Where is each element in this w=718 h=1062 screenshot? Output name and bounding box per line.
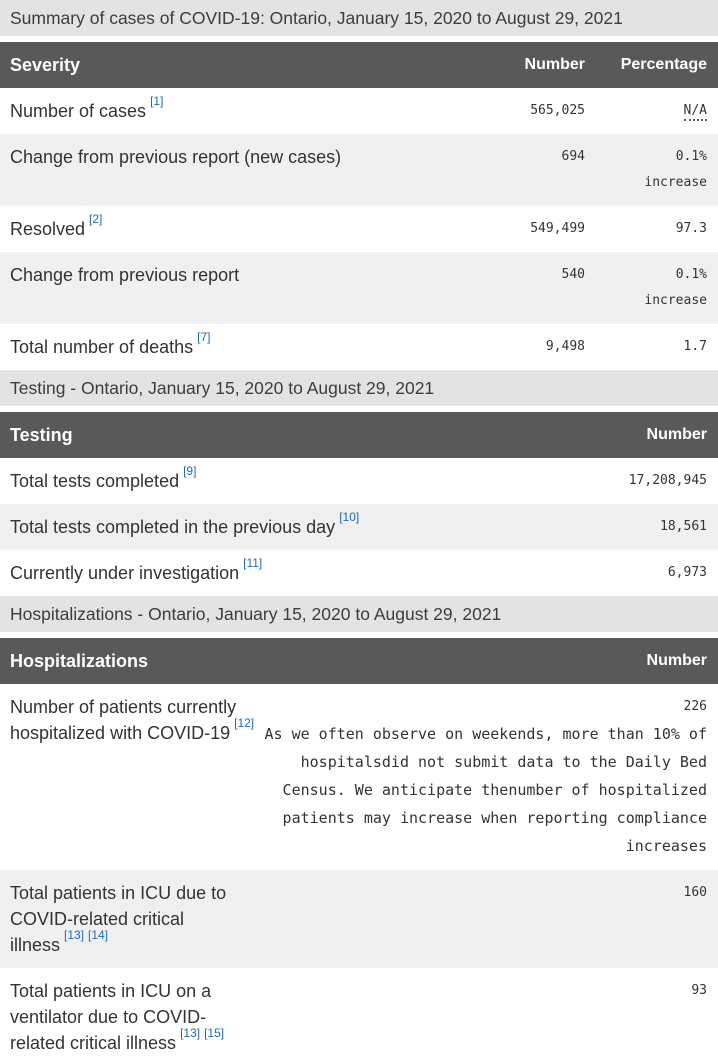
severity-table: Summary of cases of COVID-19: Ontario, J…	[0, 0, 718, 370]
row-percentage: N/A	[585, 98, 707, 124]
row-label: Currently under investigation [11]	[10, 557, 547, 586]
row-number: 17,208,945	[628, 473, 707, 488]
footnote-link[interactable]: [15]	[204, 1026, 225, 1040]
na-abbr[interactable]: N/A	[683, 103, 707, 121]
table-row: Number of patients currently hospitalize…	[0, 684, 718, 870]
row-number: 93	[691, 983, 707, 998]
testing-table: Testing - Ontario, January 15, 2020 to A…	[0, 370, 718, 596]
row-label: Resolved [2]	[10, 213, 480, 242]
row-label: Change from previous report (new cases)	[10, 144, 480, 170]
table-row: Change from previous report 540 0.1% inc…	[0, 252, 718, 324]
footnote-link[interactable]: [1]	[150, 94, 164, 108]
row-number: 694	[561, 149, 585, 164]
row-percentage: 97.3	[675, 221, 707, 236]
table-row: Total patients in ICU due to COVID-relat…	[0, 870, 718, 968]
severity-table-header: Severity Number Percentage	[0, 42, 718, 88]
footnote-link[interactable]: [10]	[339, 510, 360, 524]
row-label: Total tests completed in the previous da…	[10, 511, 547, 540]
row-label-text: Total patients in ICU due to COVID-relat…	[10, 883, 227, 955]
table-row: Total number of deaths [7] 9,498 1.7	[0, 324, 718, 370]
row-number: 6,973	[667, 565, 707, 580]
header-number: Number	[646, 426, 707, 443]
footnote-link[interactable]: [12]	[234, 716, 255, 730]
header-number: Number	[646, 652, 707, 669]
severity-table-caption: Summary of cases of COVID-19: Ontario, J…	[0, 0, 718, 36]
table-row: Total tests completed [9] 17,208,945	[0, 458, 718, 504]
header-testing: Testing	[10, 425, 73, 445]
row-number: 226	[683, 699, 707, 714]
row-number: 9,498	[545, 339, 585, 354]
header-number: Number	[524, 56, 585, 73]
footnote-link[interactable]: [13]	[180, 1026, 201, 1040]
row-label: Total patients in ICU due to COVID-relat…	[10, 880, 260, 958]
row-label-text: Total tests completed	[10, 471, 180, 491]
footnote-link[interactable]: [11]	[243, 556, 263, 570]
table-row: Change from previous report (new cases) …	[0, 134, 718, 206]
row-number: 549,499	[530, 221, 585, 236]
row-label: Total patients in ICU on a ventilator du…	[10, 978, 260, 1056]
row-label-text: Number of patients currently hospitalize…	[10, 697, 237, 743]
row-label-text: Total tests completed in the previous da…	[10, 517, 336, 537]
row-percentage: 0.1% increase	[644, 267, 707, 308]
row-label: Total number of deaths [7]	[10, 331, 480, 360]
row-label-text: Total patients in ICU on a ventilator du…	[10, 981, 212, 1053]
footnote-link[interactable]: [7]	[197, 330, 211, 344]
row-label: Number of cases [1]	[10, 95, 480, 124]
hospitalization-note: As we often observe on weekends, more th…	[264, 725, 707, 855]
row-label-text: Change from previous report	[10, 265, 240, 285]
hospitalizations-table-caption: Hospitalizations - Ontario, January 15, …	[0, 596, 718, 632]
testing-table-header: Testing Number	[0, 412, 718, 458]
row-label-text: Currently under investigation	[10, 563, 240, 583]
hospitalizations-table-header: Hospitalizations Number	[0, 638, 718, 684]
header-severity: Severity	[10, 55, 81, 75]
footnote-link[interactable]: [13]	[64, 928, 85, 942]
row-number-cell: 226 As we often observe on weekends, mor…	[260, 694, 707, 860]
table-row: Resolved [2] 549,499 97.3	[0, 206, 718, 252]
row-label-text: Number of cases	[10, 101, 147, 121]
row-label-text: Resolved	[10, 219, 86, 239]
footnote-link[interactable]: [2]	[89, 212, 103, 226]
row-number: 160	[683, 885, 707, 900]
header-percentage: Percentage	[620, 56, 707, 73]
row-percentage: 1.7	[683, 339, 707, 354]
row-label: Change from previous report	[10, 262, 480, 288]
table-row: Total tests completed in the previous da…	[0, 504, 718, 550]
row-number: 18,561	[660, 519, 707, 534]
table-row: Number of cases [1] 565,025 N/A	[0, 88, 718, 134]
footnote-link[interactable]: [14]	[88, 928, 109, 942]
hospitalizations-table: Hospitalizations - Ontario, January 15, …	[0, 596, 718, 1062]
table-row: Total patients in ICU on a ventilator du…	[0, 968, 718, 1062]
row-number: 565,025	[530, 103, 585, 118]
testing-table-caption: Testing - Ontario, January 15, 2020 to A…	[0, 370, 718, 406]
header-hospitalizations: Hospitalizations	[10, 651, 149, 671]
row-label: Total tests completed [9]	[10, 465, 547, 494]
row-label-text: Total number of deaths	[10, 337, 194, 357]
footnote-link[interactable]: [9]	[183, 464, 197, 478]
row-number: 540	[561, 267, 585, 282]
row-percentage: 0.1% increase	[644, 149, 707, 190]
row-label: Number of patients currently hospitalize…	[10, 694, 260, 746]
row-label-text: Change from previous report (new cases)	[10, 147, 342, 167]
table-row: Currently under investigation [11] 6,973	[0, 550, 718, 596]
